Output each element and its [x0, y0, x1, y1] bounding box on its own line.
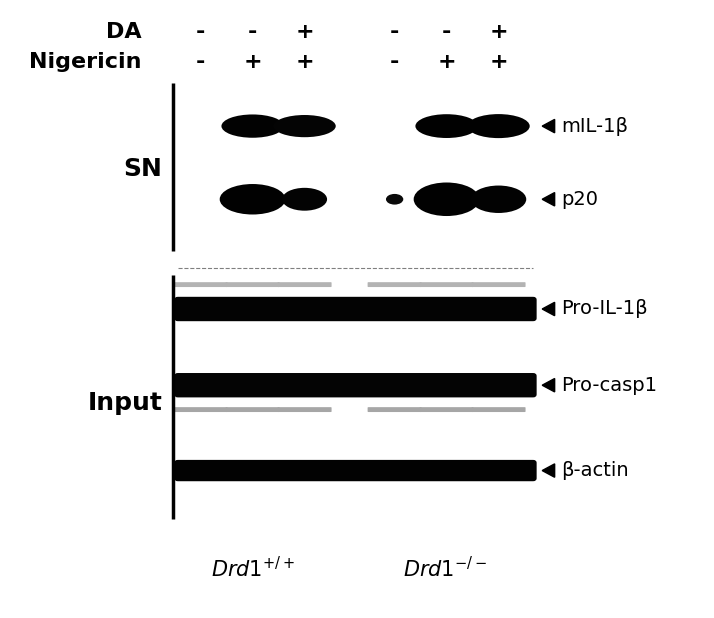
- Text: +: +: [296, 52, 314, 72]
- FancyBboxPatch shape: [174, 460, 537, 481]
- FancyBboxPatch shape: [174, 373, 537, 397]
- Polygon shape: [542, 378, 555, 392]
- FancyBboxPatch shape: [368, 282, 422, 287]
- FancyBboxPatch shape: [420, 407, 473, 412]
- Text: $\mathit{Drd1}^{+/+}$: $\mathit{Drd1}^{+/+}$: [211, 556, 295, 581]
- Text: +: +: [296, 22, 314, 41]
- Ellipse shape: [386, 194, 403, 205]
- FancyBboxPatch shape: [174, 407, 228, 412]
- Ellipse shape: [468, 114, 530, 138]
- Polygon shape: [542, 302, 555, 316]
- FancyBboxPatch shape: [226, 407, 280, 412]
- Text: $\mathit{Drd1}^{-/-}$: $\mathit{Drd1}^{-/-}$: [403, 556, 487, 581]
- Text: +: +: [489, 52, 508, 72]
- Polygon shape: [542, 193, 555, 206]
- Text: -: -: [442, 22, 451, 41]
- FancyBboxPatch shape: [368, 407, 422, 412]
- Text: β-actin: β-actin: [561, 461, 628, 480]
- Text: SN: SN: [124, 157, 163, 181]
- Text: p20: p20: [561, 190, 598, 209]
- Text: +: +: [243, 52, 262, 72]
- FancyBboxPatch shape: [174, 297, 537, 321]
- Polygon shape: [542, 464, 555, 477]
- Polygon shape: [542, 119, 555, 133]
- FancyBboxPatch shape: [471, 282, 526, 287]
- FancyBboxPatch shape: [278, 407, 331, 412]
- Text: mIL-1β: mIL-1β: [561, 117, 628, 135]
- FancyBboxPatch shape: [278, 282, 331, 287]
- Ellipse shape: [413, 182, 480, 216]
- Ellipse shape: [220, 184, 286, 214]
- Text: Input: Input: [88, 391, 163, 415]
- Text: -: -: [196, 22, 206, 41]
- Ellipse shape: [416, 114, 478, 138]
- Ellipse shape: [273, 115, 336, 137]
- Text: +: +: [489, 22, 508, 41]
- Text: -: -: [196, 52, 206, 72]
- Ellipse shape: [221, 114, 283, 138]
- Ellipse shape: [471, 185, 526, 213]
- Text: Pro-IL-1β: Pro-IL-1β: [561, 300, 648, 318]
- Ellipse shape: [282, 188, 327, 211]
- Text: -: -: [390, 52, 399, 72]
- FancyBboxPatch shape: [420, 282, 473, 287]
- Text: DA: DA: [106, 22, 142, 41]
- Text: Pro-casp1: Pro-casp1: [561, 376, 657, 395]
- FancyBboxPatch shape: [226, 282, 280, 287]
- Text: -: -: [248, 22, 257, 41]
- Text: Nigericin: Nigericin: [29, 52, 142, 72]
- FancyBboxPatch shape: [471, 407, 526, 412]
- FancyBboxPatch shape: [174, 282, 228, 287]
- Text: +: +: [437, 52, 456, 72]
- Text: -: -: [390, 22, 399, 41]
